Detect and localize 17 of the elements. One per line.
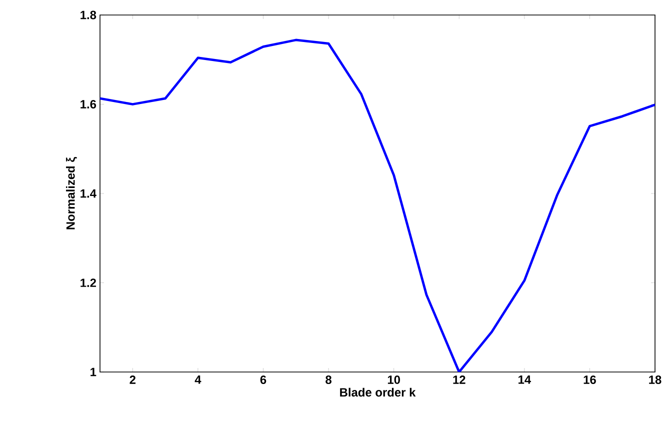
y-tick-label: 1.4 [80, 189, 96, 198]
y-tick-label: 1.2 [80, 278, 96, 287]
x-axis-title: Blade order k [340, 388, 416, 397]
x-tick-label: 8 [326, 376, 332, 384]
x-tick-label: 2 [130, 376, 136, 384]
x-tick-label: 12 [453, 376, 466, 384]
x-tick-label: 16 [584, 376, 596, 384]
y-tick-label: 1.8 [80, 10, 96, 20]
y-axis-title: Normalized ξ [66, 156, 78, 230]
y-tick-label: 1.6 [80, 100, 96, 108]
x-tick-label: 14 [518, 376, 531, 384]
y-tick-label: 1 [90, 368, 96, 376]
x-tick-label: 4 [194, 376, 202, 384]
x-tick-label: 10 [388, 376, 400, 384]
line-series [100, 38, 656, 372]
x-tick-label: 18 [649, 376, 662, 384]
x-tick-label: 6 [260, 376, 266, 384]
